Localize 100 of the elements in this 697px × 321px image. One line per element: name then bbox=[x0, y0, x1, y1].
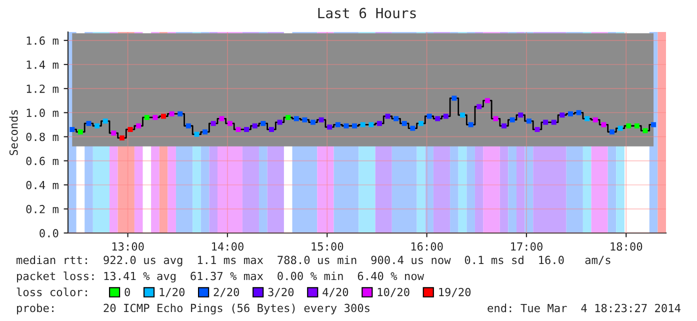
x-tick-label: 18:00 bbox=[610, 242, 642, 251]
point bbox=[268, 126, 274, 132]
point bbox=[476, 104, 482, 110]
legend-label: 19/20 bbox=[439, 288, 471, 298]
point bbox=[136, 123, 142, 128]
point bbox=[344, 123, 349, 128]
point bbox=[502, 123, 507, 128]
legend-label: 3/20 bbox=[268, 288, 294, 298]
point bbox=[618, 126, 623, 131]
point bbox=[518, 112, 524, 118]
point bbox=[368, 122, 374, 128]
point bbox=[376, 120, 382, 126]
point bbox=[402, 120, 407, 126]
point bbox=[335, 122, 340, 128]
point bbox=[102, 118, 108, 124]
legend-label: 1/20 bbox=[160, 288, 185, 298]
point bbox=[385, 114, 390, 119]
legend-title: loss color: bbox=[16, 288, 87, 296]
x-tick-label: 15:00 bbox=[312, 242, 344, 251]
point bbox=[543, 120, 548, 125]
x-tick-label: 14:00 bbox=[212, 242, 244, 251]
point bbox=[227, 120, 232, 126]
point bbox=[510, 117, 515, 122]
y-tick-label: 1.0 m bbox=[26, 108, 58, 118]
point bbox=[534, 126, 540, 132]
text: probe: 20 ICMP Echo Pings (56 Bytes) every 300s bbox=[17, 304, 370, 314]
legend-label: 2/20 bbox=[214, 288, 240, 298]
point bbox=[642, 128, 648, 134]
point bbox=[352, 123, 358, 128]
point bbox=[219, 116, 224, 122]
text: end: Tue Mar 4 18:23:27 2014 bbox=[488, 304, 680, 312]
point bbox=[111, 130, 116, 136]
point bbox=[493, 116, 498, 122]
point bbox=[484, 98, 490, 104]
point bbox=[202, 129, 208, 134]
point bbox=[443, 114, 448, 119]
text: packet loss: 13.41 % avg 61.37 % max 0.00 % min 6.40 % now bbox=[17, 272, 424, 282]
point bbox=[634, 123, 640, 128]
point bbox=[318, 117, 324, 122]
point bbox=[651, 122, 656, 128]
point bbox=[410, 126, 416, 131]
point bbox=[86, 120, 92, 126]
text: median rtt: 922.0 us avg 1.1 ms max 788.0 us min 900.4 us now 0.1 ms sd 16.0 am/s bbox=[16, 256, 610, 266]
y-tick-label: 0.2 m bbox=[26, 204, 58, 214]
point bbox=[327, 124, 332, 130]
point bbox=[70, 126, 75, 132]
point bbox=[576, 110, 582, 116]
point bbox=[277, 120, 282, 125]
point bbox=[260, 120, 266, 126]
legend-label: 4/20 bbox=[322, 288, 348, 298]
x-tick-label: 17:00 bbox=[511, 242, 542, 251]
point bbox=[360, 122, 366, 128]
point bbox=[468, 122, 474, 128]
point bbox=[302, 117, 308, 122]
point bbox=[244, 126, 250, 132]
y-tick-label: 0.6 m bbox=[26, 156, 58, 166]
point bbox=[560, 112, 565, 118]
y-tick-label: 1.6 m bbox=[26, 36, 58, 45]
point bbox=[592, 117, 598, 122]
point bbox=[161, 114, 166, 119]
point bbox=[310, 120, 316, 125]
point bbox=[426, 114, 432, 119]
point bbox=[610, 129, 615, 134]
point bbox=[236, 126, 241, 132]
y-tick-label: 0.0 bbox=[40, 229, 58, 238]
point bbox=[601, 122, 606, 128]
point bbox=[568, 111, 573, 116]
point bbox=[294, 116, 299, 122]
chart-title: Last 6 Hours bbox=[318, 8, 416, 18]
point bbox=[178, 111, 183, 116]
legend-label: 0 bbox=[124, 288, 130, 296]
point bbox=[526, 118, 532, 124]
y-axis-title: Seconds bbox=[9, 110, 18, 156]
point bbox=[460, 112, 466, 118]
y-tick-label: 0.8 m bbox=[26, 132, 58, 142]
x-tick-label: 13:00 bbox=[112, 242, 144, 251]
point bbox=[186, 123, 191, 128]
point bbox=[128, 126, 133, 132]
point bbox=[584, 116, 590, 122]
point bbox=[194, 132, 200, 137]
y-tick-label: 0.4 m bbox=[26, 180, 58, 190]
x-tick-label: 16:00 bbox=[411, 242, 443, 251]
point bbox=[210, 120, 216, 126]
point bbox=[435, 116, 440, 122]
point bbox=[169, 111, 174, 116]
point bbox=[252, 123, 258, 128]
point bbox=[394, 116, 399, 122]
y-tick-label: 1.2 m bbox=[26, 84, 58, 93]
point bbox=[418, 120, 424, 126]
point bbox=[152, 114, 158, 120]
point bbox=[144, 114, 150, 120]
point bbox=[286, 114, 291, 120]
legend-label: 10/20 bbox=[378, 288, 410, 298]
point bbox=[78, 129, 83, 134]
point bbox=[94, 123, 100, 128]
point bbox=[452, 96, 457, 101]
point bbox=[119, 135, 124, 140]
point bbox=[551, 120, 556, 125]
point bbox=[626, 123, 632, 128]
y-tick-label: 1.4 m bbox=[26, 60, 58, 69]
